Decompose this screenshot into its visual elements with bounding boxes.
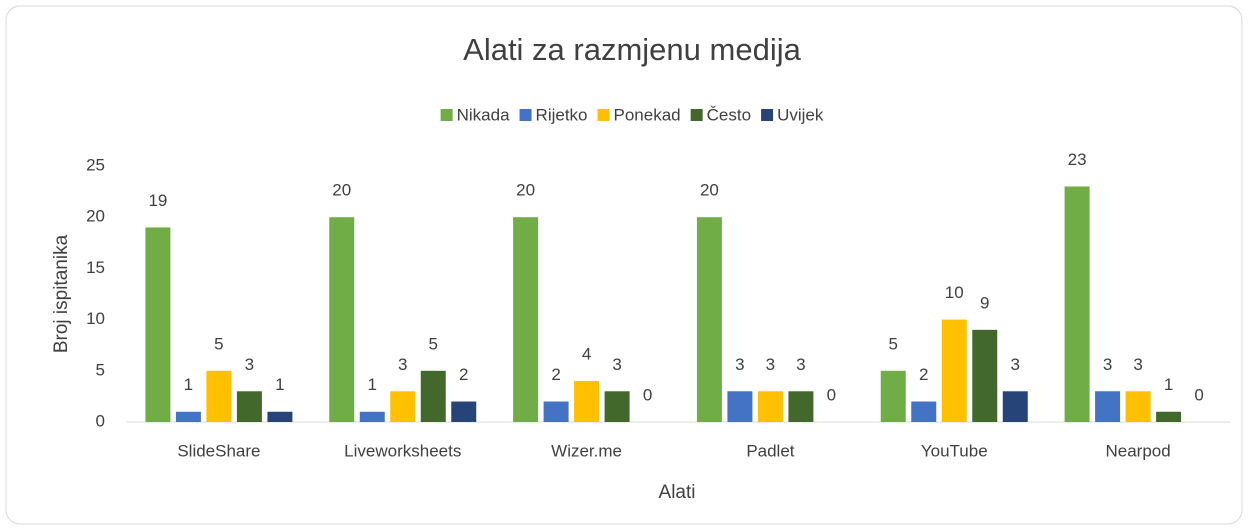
data-label: 1 — [275, 375, 284, 394]
bar — [206, 370, 232, 422]
bar — [1125, 391, 1151, 422]
bar — [911, 401, 937, 422]
data-label: 5 — [889, 334, 898, 353]
data-label: 5 — [214, 334, 223, 353]
data-label: 1 — [184, 375, 193, 394]
y-axis-label: Broj ispitanika — [51, 234, 72, 353]
data-label: 2 — [459, 365, 468, 384]
data-label: 4 — [582, 345, 591, 364]
bar — [574, 381, 600, 422]
data-label: 0 — [827, 385, 836, 404]
legend-swatch — [597, 109, 610, 121]
bar — [236, 391, 262, 422]
chart-title: Alati za razmjenu medija — [463, 32, 801, 67]
legend-label: Uvijek — [777, 105, 824, 124]
legend-label: Često — [707, 105, 751, 124]
bar — [390, 391, 416, 422]
y-tick-label: 10 — [86, 309, 105, 328]
data-label: 3 — [1011, 355, 1020, 374]
data-label: 20 — [332, 181, 351, 200]
bar — [420, 370, 446, 422]
y-tick-label: 20 — [86, 207, 105, 226]
legend-swatch — [440, 109, 453, 121]
x-tick-label: SlideShare — [177, 441, 260, 460]
bar — [696, 217, 722, 422]
chart-border — [5, 5, 1243, 525]
bar — [329, 217, 355, 422]
x-tick-label: YouTube — [921, 441, 988, 460]
data-label: 3 — [766, 355, 775, 374]
legend-swatch — [761, 109, 774, 121]
x-axis-label: Alati — [659, 482, 696, 503]
bar — [1156, 411, 1182, 422]
data-label: 0 — [643, 385, 652, 404]
bar — [1064, 186, 1090, 422]
data-label: 2 — [919, 365, 928, 384]
data-label: 3 — [796, 355, 805, 374]
legend-swatch — [690, 109, 703, 121]
bar — [1002, 391, 1028, 422]
data-label: 3 — [735, 355, 744, 374]
x-tick-label: Liveworksheets — [344, 441, 461, 460]
bar — [941, 319, 967, 422]
data-label: 23 — [1068, 150, 1087, 169]
bar — [359, 411, 385, 422]
y-tick-label: 0 — [96, 411, 105, 430]
y-tick-label: 15 — [86, 258, 105, 277]
data-label: 19 — [148, 191, 167, 210]
data-label: 2 — [551, 365, 560, 384]
y-tick-label: 5 — [96, 360, 105, 379]
data-label: 3 — [398, 355, 407, 374]
x-tick-label: Nearpod — [1105, 441, 1170, 460]
bar — [1095, 391, 1121, 422]
data-label: 20 — [700, 181, 719, 200]
bar — [604, 391, 630, 422]
data-label: 9 — [980, 293, 989, 312]
bar — [175, 411, 201, 422]
legend-swatch — [519, 109, 532, 121]
data-label: 3 — [245, 355, 254, 374]
bar — [267, 411, 293, 422]
y-tick-label: 25 — [86, 155, 105, 174]
x-tick-label: Wizer.me — [551, 441, 622, 460]
data-label: 0 — [1194, 385, 1203, 404]
legend-label: Ponekad — [614, 105, 681, 124]
x-tick-label: Padlet — [746, 441, 794, 460]
bar — [757, 391, 783, 422]
legend-label: Rijetko — [536, 105, 588, 124]
data-label: 3 — [612, 355, 621, 374]
bar — [788, 391, 814, 422]
bar — [880, 370, 906, 422]
bar — [513, 217, 539, 422]
bar — [543, 401, 569, 422]
bar — [451, 401, 477, 422]
data-label: 1 — [368, 375, 377, 394]
data-label: 5 — [429, 334, 438, 353]
data-label: 10 — [945, 283, 964, 302]
bar — [145, 227, 171, 422]
data-label: 3 — [1103, 355, 1112, 374]
data-label: 1 — [1164, 375, 1173, 394]
bar — [727, 391, 753, 422]
bar — [972, 329, 998, 422]
data-label: 20 — [516, 181, 535, 200]
data-label: 3 — [1133, 355, 1142, 374]
legend-label: Nikada — [457, 105, 510, 124]
